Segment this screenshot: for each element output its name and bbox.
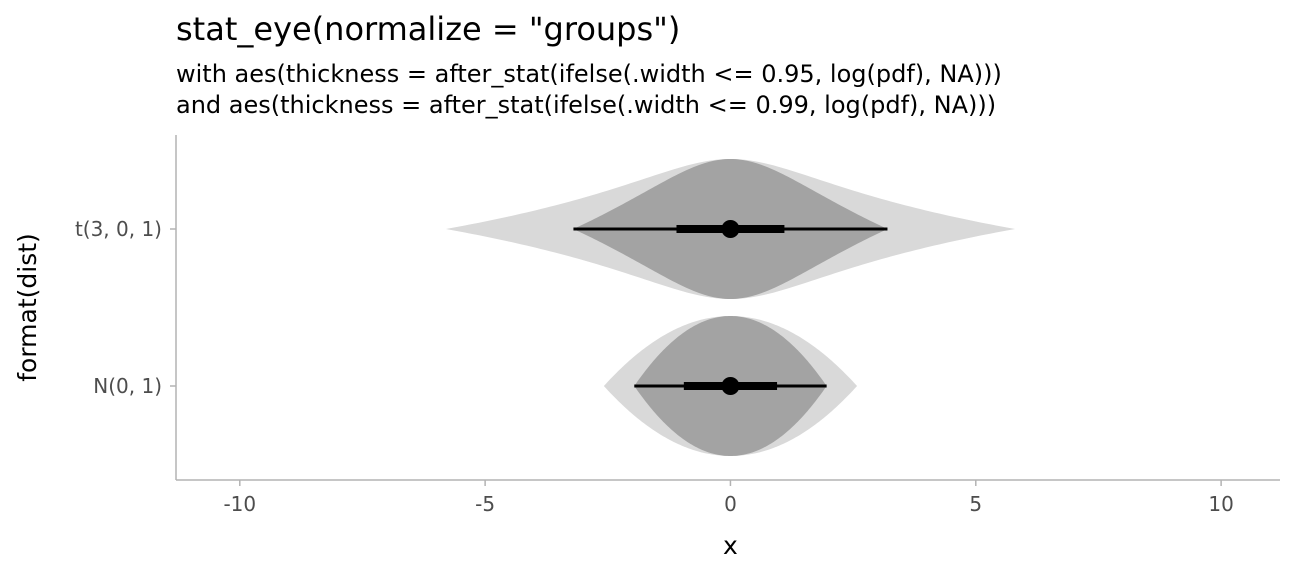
x-tick-label: -5 — [475, 492, 495, 516]
y-ticks: t(3, 0, 1) N(0, 1) — [75, 217, 176, 398]
interval-layer — [573, 220, 888, 395]
chart-subtitle-line-2: and aes(thickness = after_stat(ifelse(.w… — [176, 91, 997, 119]
x-tick-label: -10 — [223, 492, 256, 516]
y-tick-label: t(3, 0, 1) — [75, 217, 162, 241]
y-axis-title: format(dist) — [13, 233, 42, 382]
x-tick-label: 0 — [724, 492, 737, 516]
slab-layer — [445, 159, 1016, 456]
x-tick-label: 5 — [969, 492, 982, 516]
axes-layer — [175, 135, 1280, 481]
x-axis-title: x — [723, 531, 738, 560]
point-median-t3 — [721, 220, 740, 238]
chart-subtitle-line-1: with aes(thickness = after_stat(ifelse(.… — [176, 60, 1002, 88]
y-tick-label: N(0, 1) — [93, 374, 162, 398]
x-ticks: -10 -5 0 5 10 — [223, 480, 1234, 516]
x-tick-label: 10 — [1208, 492, 1233, 516]
point-median-normal — [721, 377, 740, 395]
chart-title: stat_eye(normalize = "groups") — [176, 10, 681, 48]
